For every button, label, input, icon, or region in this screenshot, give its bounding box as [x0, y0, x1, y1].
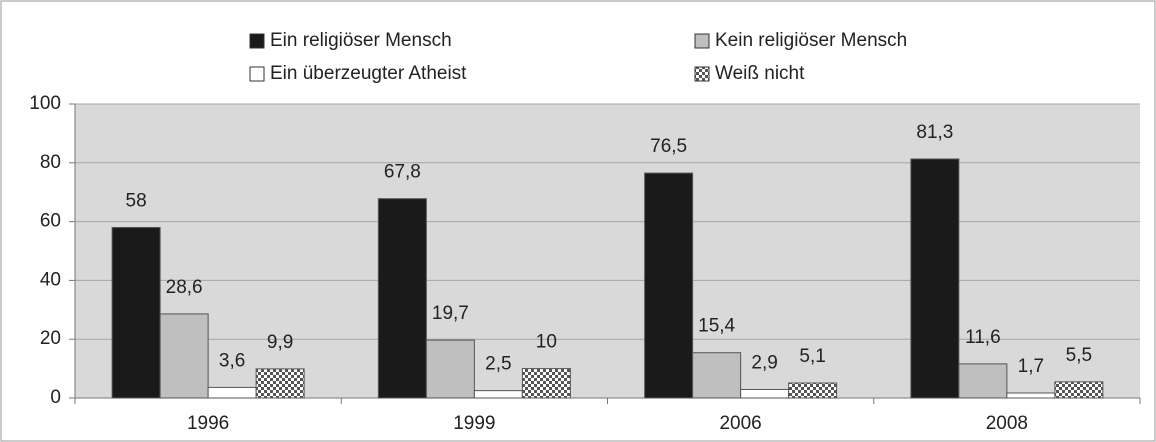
data-label: 76,5	[650, 136, 687, 157]
legend-label: Kein religiöser Mensch	[715, 30, 907, 51]
bar	[692, 352, 742, 399]
data-label: 9,9	[267, 332, 293, 353]
bar	[910, 158, 960, 399]
legend-label: Ein überzeugter Atheist	[270, 63, 467, 84]
legend-swatch	[694, 66, 710, 82]
x-tick-label: 1996	[187, 413, 229, 434]
data-label: 15,4	[698, 316, 735, 337]
data-label: 67,8	[384, 162, 421, 183]
bar	[207, 386, 257, 399]
bar	[425, 339, 475, 399]
legend-swatch	[249, 66, 265, 82]
x-tick-label: 2008	[986, 413, 1028, 434]
x-tick-label: 1999	[453, 413, 495, 434]
data-label: 2,9	[751, 352, 777, 373]
plot-area	[75, 104, 1140, 398]
data-label: 10	[536, 332, 557, 353]
bar	[788, 382, 838, 399]
y-tick-label: 0	[50, 387, 61, 408]
bar	[111, 226, 161, 399]
data-label: 5,5	[1066, 345, 1092, 366]
bar	[473, 390, 523, 399]
data-label: 28,6	[166, 277, 203, 298]
bar	[958, 363, 1008, 399]
bar	[377, 198, 427, 399]
data-label: 19,7	[432, 303, 469, 324]
data-label: 3,6	[219, 350, 245, 371]
data-label: 2,5	[485, 354, 511, 375]
bar	[521, 368, 571, 399]
y-tick-label: 20	[40, 328, 61, 349]
data-label: 81,3	[916, 122, 953, 143]
bar	[644, 172, 694, 399]
x-tick-label: 2006	[719, 413, 761, 434]
bar	[1006, 392, 1056, 399]
legend-label: Ein religiöser Mensch	[270, 30, 452, 51]
y-tick-label: 40	[40, 269, 61, 290]
y-tick-label: 60	[40, 211, 61, 232]
legend-swatch	[694, 33, 710, 49]
bar	[159, 313, 209, 399]
data-label: 11,6	[965, 327, 1001, 348]
legend-label: Weiß nicht	[715, 63, 805, 84]
bar	[1054, 381, 1104, 399]
data-label: 1,7	[1018, 356, 1044, 377]
bar	[255, 368, 305, 399]
bar	[740, 388, 790, 399]
y-tick-label: 100	[29, 93, 61, 114]
data-label: 5,1	[799, 346, 825, 367]
legend-swatch	[249, 33, 265, 49]
data-label: 58	[126, 190, 147, 211]
y-tick-label: 80	[40, 152, 61, 173]
